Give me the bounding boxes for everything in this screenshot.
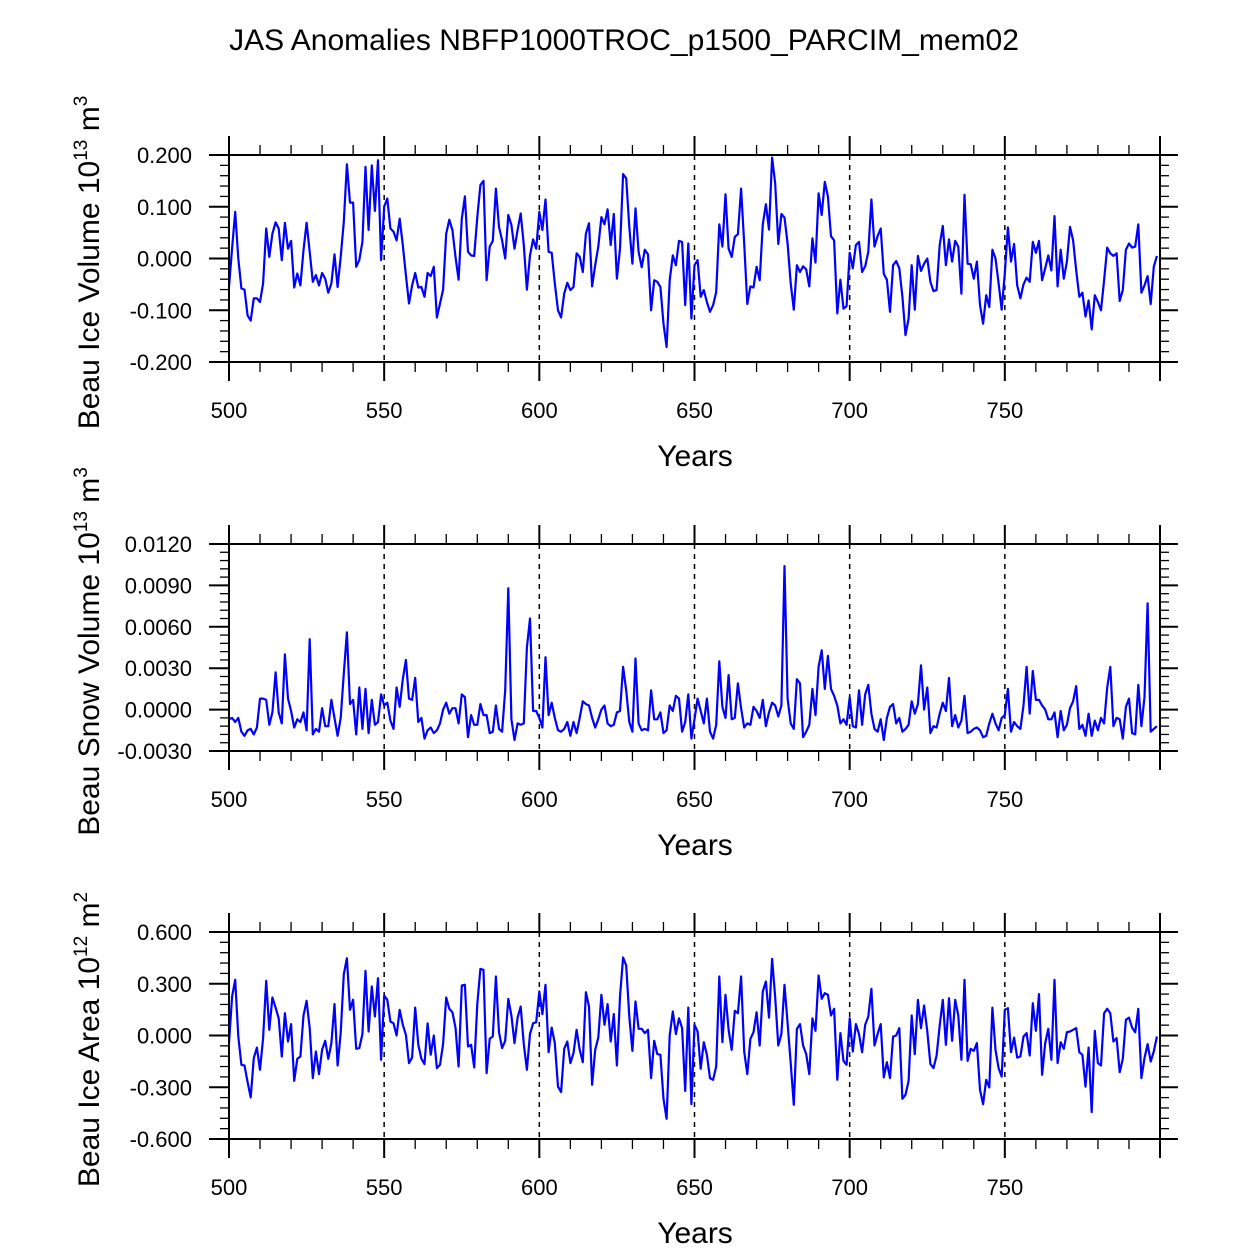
chart-title: JAS Anomalies NBFP1000TROC_p1500_PARCIM_… [229,24,1019,57]
panel-snow-volume: 0.0120 0.0090 0.0060 0.0030 0.0000 -0.0030 500… [71,467,1178,862]
y-tick-label: 0.000 [137,247,192,272]
y-tick-label: 0.0060 [125,615,192,640]
panel-ice-volume: 0.200 0.100 0.000 -0.100 -0.200 500 550 600 650 7… [71,96,1178,473]
y-axis-title: Beau Ice Area 1012 m2 [71,892,106,1187]
y-axis-title-unit-exp: 3 [71,467,92,478]
y-tick-label: 0.200 [137,143,192,168]
y-tick-label: -0.200 [130,350,192,375]
x-tick-label: 750 [986,787,1023,812]
series-line-ice-area [227,956,1158,1120]
x-axis-title: Years [657,440,733,473]
y-axis-title-main: Beau Snow Volume 10 [73,532,106,836]
x-axis-title: Years [657,1217,733,1249]
series-line-snow-volume [228,564,1158,742]
x-tick-label: 750 [986,398,1023,423]
x-tick-label: 500 [211,398,248,423]
x-tick-label: 600 [521,1175,558,1200]
y-axis-title-exp: 12 [71,936,92,957]
y-axis-title-unit: m [73,902,106,935]
y-tick-label: 0.300 [137,972,192,997]
y-axis-title-unit-exp: 2 [71,892,92,903]
y-tick-label: 0.0030 [125,656,192,681]
x-tick-label: 650 [676,1175,713,1200]
y-tick-label: 0.0120 [125,532,192,557]
x-tick-label: 550 [366,787,403,812]
y-tick-label: 0.100 [137,195,192,220]
y-tick-label: -0.0030 [117,739,192,764]
y-axis-title: Beau Ice Volume 1013 m3 [71,96,106,430]
y-axis-title-exp: 13 [71,511,92,532]
x-tick-label: 500 [211,787,248,812]
x-tick-label: 550 [366,1175,403,1200]
series-line-ice-volume [227,156,1158,349]
y-axis-title-unit-exp: 3 [71,96,92,107]
y-axis-title-main: Beau Ice Area 10 [73,957,106,1187]
x-tick-label: 550 [366,398,403,423]
y-tick-label: 0.0000 [125,698,192,723]
x-tick-label: 500 [211,1175,248,1200]
y-axis-title-unit: m [73,478,106,511]
x-tick-label: 650 [676,787,713,812]
y-axis-title: Beau Snow Volume 1013 m3 [71,467,106,836]
y-tick-label: 0.0090 [125,573,192,598]
y-axis-title-unit: m [73,106,106,139]
y-tick-label: -0.600 [130,1127,192,1152]
x-tick-label: 750 [986,1175,1023,1200]
x-tick-label: 700 [831,398,868,423]
x-tick-label: 650 [676,398,713,423]
y-axis-title-exp: 13 [71,140,92,161]
y-axis-title-main: Beau Ice Volume 10 [73,161,106,430]
panel-ice-area: 0.600 0.300 0.000 -0.300 -0.600 500 550 600 650 7… [71,892,1178,1249]
x-tick-label: 700 [831,787,868,812]
y-tick-label: -0.300 [130,1075,192,1100]
x-axis-title: Years [657,829,733,862]
y-tick-label: -0.100 [130,298,192,323]
y-tick-label: 0.600 [137,920,192,945]
x-tick-label: 600 [521,787,558,812]
x-tick-label: 600 [521,398,558,423]
y-tick-label: 0.000 [137,1024,192,1049]
x-tick-label: 700 [831,1175,868,1200]
